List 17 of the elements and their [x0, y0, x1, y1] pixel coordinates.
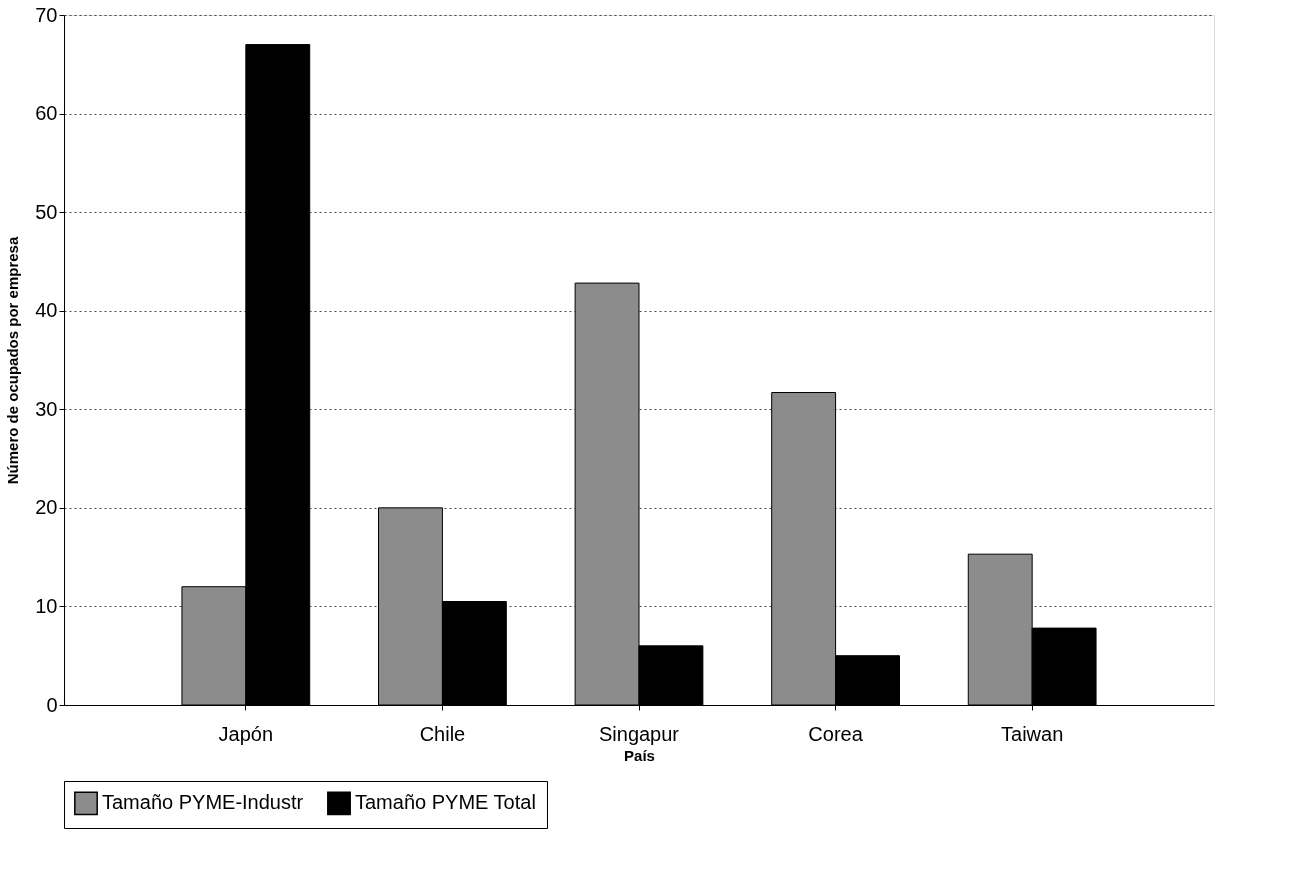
y-tick-label: 20	[35, 496, 58, 519]
y-tick-label: 30	[35, 397, 58, 420]
x-tick-label: Taiwan	[1001, 722, 1064, 745]
y-tick-label: 40	[35, 299, 58, 322]
y-tick-label: 10	[35, 594, 58, 617]
x-tick-label: Chile	[419, 722, 466, 745]
y-tick-label: 50	[35, 200, 58, 223]
legend-label: Tamaño PYME Total	[355, 791, 536, 814]
x-tick-label: Japón	[218, 722, 274, 745]
x-axis-title: País	[624, 746, 655, 764]
y-tick-label: 60	[35, 102, 58, 125]
legend-label: Tamaño PYME-Industr	[102, 791, 304, 814]
y-axis-title: Número de ocupados por empresa	[4, 236, 22, 485]
x-tick-label: Singapur	[598, 722, 680, 745]
y-tick-label: 70	[35, 3, 58, 26]
y-tick-label: 0	[46, 693, 58, 716]
x-tick-label: Corea	[808, 722, 864, 745]
